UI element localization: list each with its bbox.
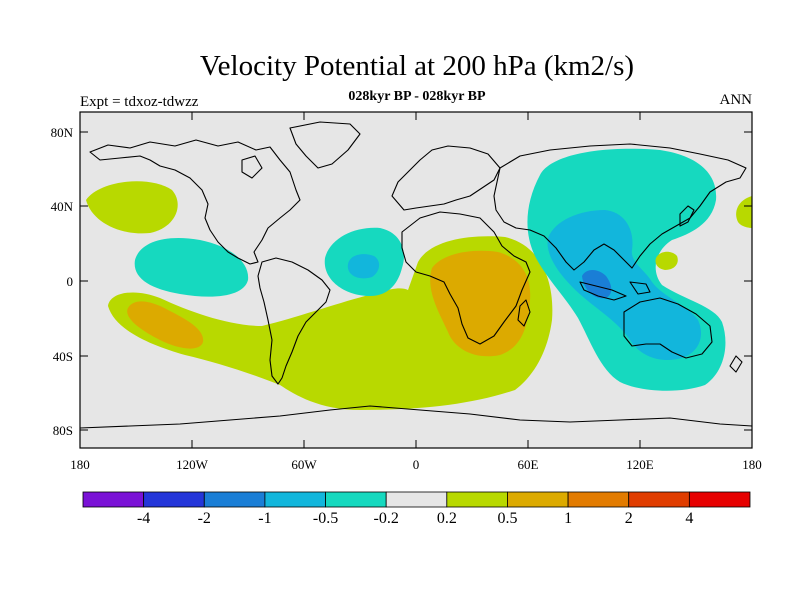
plot-subtitle: 028kyr BP - 028kyr BP [348, 89, 486, 104]
colorbar-swatch [143, 491, 205, 508]
longitude-tick-labels: 180 120W 60W 0 60E 120E 180 [70, 457, 762, 472]
x-tick-label: 120E [626, 457, 654, 472]
coastline-africa [401, 211, 531, 345]
coastline-antarctica [80, 405, 752, 429]
x-tick-label: 120W [176, 457, 209, 472]
season-label: ANN [719, 92, 753, 108]
colorbar-swatch [628, 491, 690, 508]
coastline-indonesia [579, 281, 651, 301]
colorbar-label: 0.5 [497, 510, 517, 527]
coastline-hudson-bay [241, 155, 263, 179]
plot-title: Velocity Potential at 200 hPa (km2/s) [199, 50, 635, 82]
coastline-greenland [289, 121, 361, 169]
colorbar-label: -0.5 [313, 510, 338, 527]
experiment-label: Expt = tdxoz-tdwzz [80, 94, 199, 110]
colorbar-label: -0.2 [374, 510, 399, 527]
contour-region-africa-core [430, 250, 531, 357]
contour-region-east-edge-positive [736, 196, 752, 228]
colorbar-label: -1 [258, 510, 271, 527]
contour-region-epac-negative [134, 238, 249, 297]
contour-fills [86, 148, 752, 410]
latitude-tick-labels: 80N 40N 0 40S 80S [51, 125, 74, 438]
coastline-north-america [89, 139, 301, 265]
y-tick-label: 40N [51, 199, 74, 214]
coastline-japan [679, 205, 695, 227]
x-tick-label: 180 [70, 457, 90, 472]
colorbar-label: -4 [137, 510, 150, 527]
colorbar-swatch [688, 491, 751, 508]
y-tick-label: 40S [53, 349, 73, 364]
coastline-new-zealand [729, 355, 743, 373]
y-tick-label: 80S [53, 423, 73, 438]
colorbar-swatch [507, 491, 569, 508]
colorbar-swatch [325, 491, 387, 508]
contour-region-maritime-core [582, 270, 612, 299]
contour-region-npac-positive [86, 181, 178, 234]
contour-region-atlantic-negative-core [347, 254, 380, 279]
axis-ticks [80, 112, 752, 448]
colorbar-swatch [385, 491, 448, 508]
colorbar-label: 1 [564, 510, 572, 527]
colorbar-label: -2 [198, 510, 211, 527]
map-panel [80, 112, 752, 448]
colorbar-swatch [203, 491, 266, 508]
colorbar-swatch [567, 491, 630, 508]
colorbar-label: 2 [625, 510, 633, 527]
x-tick-label: 60W [291, 457, 317, 472]
y-tick-label: 0 [67, 274, 74, 289]
coastline-australia [623, 297, 713, 359]
y-tick-label: 80N [51, 125, 74, 140]
colorbar-label: 0.2 [437, 510, 457, 527]
coastlines [80, 121, 752, 429]
coastline-south-america [257, 257, 331, 385]
contour-region-asia-core [547, 210, 702, 360]
x-tick-label: 60E [518, 457, 539, 472]
colorbar-swatch [446, 491, 508, 508]
x-tick-label: 0 [413, 457, 420, 472]
colorbar-swatch [264, 491, 326, 508]
coastline-europe [391, 145, 501, 211]
contour-region-pacific-blob [655, 251, 678, 270]
x-tick-label: 180 [742, 457, 762, 472]
coastline-madagascar [517, 299, 531, 327]
colorbar: -4 -2 -1 -0.5 -0.2 0.2 0.5 1 2 4 [82, 491, 751, 527]
colorbar-swatch [82, 491, 145, 508]
contour-region-spac-core [127, 301, 204, 349]
colorbar-label: 4 [685, 510, 693, 527]
coastline-asia [493, 143, 747, 271]
